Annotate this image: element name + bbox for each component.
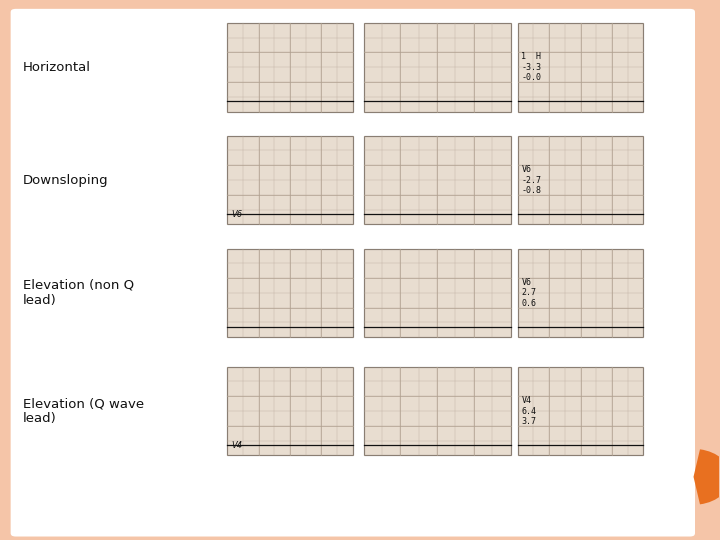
- Bar: [518, 248, 643, 337]
- Bar: [228, 248, 353, 337]
- Text: V6: V6: [231, 210, 242, 219]
- Text: Horizontal: Horizontal: [23, 60, 91, 73]
- Text: V6
2.7
0.6: V6 2.7 0.6: [521, 278, 536, 308]
- Bar: [518, 367, 643, 455]
- Text: 1  H
-3.3
-0.0: 1 H -3.3 -0.0: [521, 52, 541, 82]
- Bar: [364, 248, 510, 337]
- Bar: [518, 136, 643, 224]
- Bar: [518, 23, 643, 112]
- Bar: [228, 367, 353, 455]
- Text: Elevation (non Q
lead): Elevation (non Q lead): [23, 279, 134, 307]
- Bar: [364, 23, 510, 112]
- Bar: [364, 136, 510, 224]
- Wedge shape: [693, 449, 720, 504]
- Bar: [228, 136, 353, 224]
- Text: V4: V4: [231, 441, 242, 450]
- Bar: [364, 367, 510, 455]
- Text: Downsloping: Downsloping: [23, 173, 109, 186]
- Bar: [228, 23, 353, 112]
- Text: V6
-2.7
-0.8: V6 -2.7 -0.8: [521, 165, 541, 195]
- FancyBboxPatch shape: [9, 7, 697, 538]
- Text: Elevation (Q wave
lead): Elevation (Q wave lead): [23, 397, 144, 425]
- Text: V4
6.4
3.7: V4 6.4 3.7: [521, 396, 536, 426]
